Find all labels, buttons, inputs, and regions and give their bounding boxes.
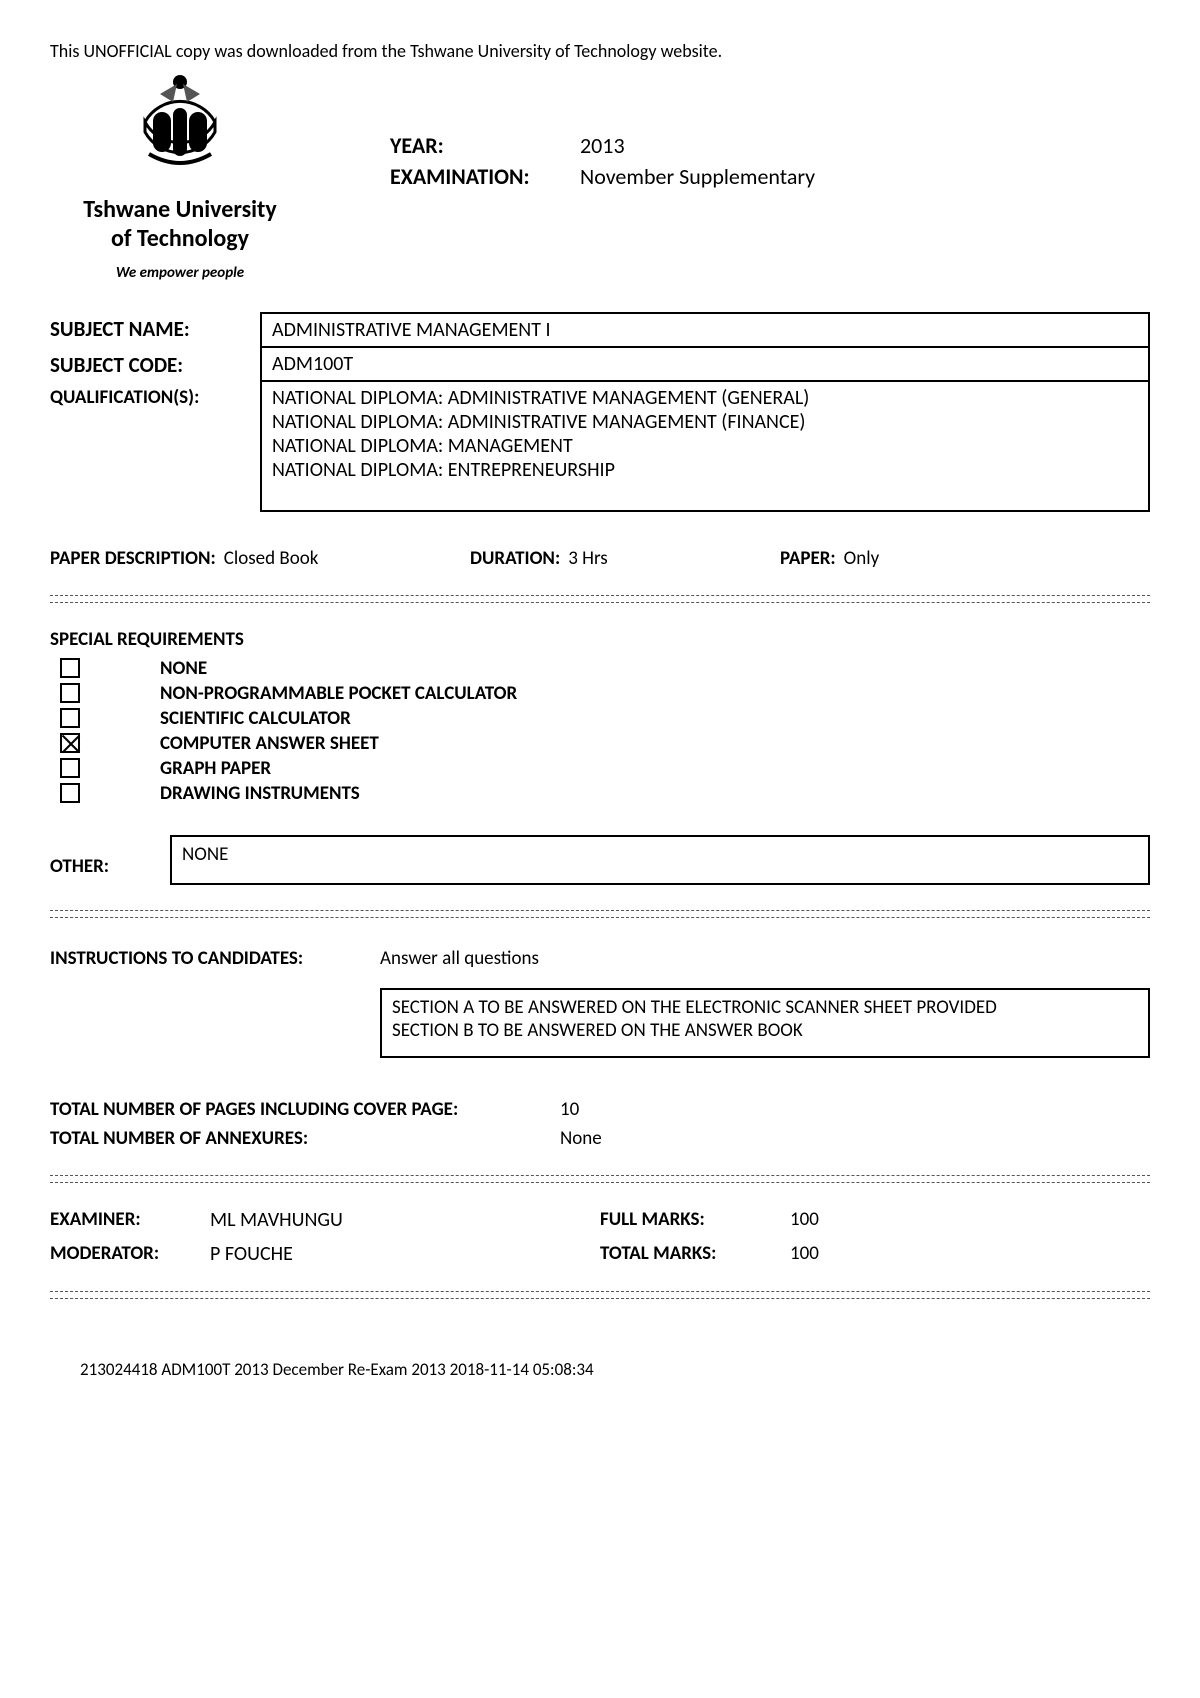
examination-value: November Supplementary bbox=[580, 163, 815, 190]
full-marks-label: FULL MARKS: bbox=[600, 1208, 790, 1232]
requirement-label: SCIENTIFIC CALCULATOR bbox=[160, 707, 351, 730]
requirement-label: DRAWING INSTRUMENTS bbox=[160, 782, 360, 805]
divider bbox=[50, 1175, 1150, 1183]
moderator-value: P FOUCHE bbox=[210, 1242, 600, 1266]
total-annexures-label: TOTAL NUMBER OF ANNEXURES: bbox=[50, 1127, 560, 1150]
divider bbox=[50, 1291, 1150, 1299]
requirement-checkbox[interactable] bbox=[60, 683, 80, 703]
other-label: OTHER: bbox=[50, 835, 170, 885]
qualification-label: QUALIFICATION(S): bbox=[50, 382, 260, 512]
university-logo-icon bbox=[115, 72, 245, 182]
qualification-line: NATIONAL DIPLOMA: ADMINISTRATIVE MANAGEM… bbox=[272, 386, 1138, 410]
total-annexures-value: None bbox=[560, 1127, 602, 1150]
requirement-row: NONE bbox=[50, 657, 1150, 680]
requirement-label: GRAPH PAPER bbox=[160, 757, 271, 780]
duration-value: 3 Hrs bbox=[568, 547, 608, 570]
special-requirements-title: SPECIAL REQUIREMENTS bbox=[50, 628, 1150, 651]
requirement-checkbox[interactable] bbox=[60, 758, 80, 778]
requirement-label: NONE bbox=[160, 657, 207, 680]
qualification-value: NATIONAL DIPLOMA: ADMINISTRATIVE MANAGEM… bbox=[260, 382, 1150, 512]
unofficial-notice: This UNOFFICIAL copy was downloaded from… bbox=[50, 40, 1150, 62]
duration-label: DURATION: bbox=[470, 547, 560, 570]
requirement-row: NON-PROGRAMMABLE POCKET CALCULATOR bbox=[50, 682, 1150, 705]
year-label: YEAR: bbox=[390, 132, 580, 159]
university-name-line1: Tshwane University bbox=[50, 196, 310, 225]
examiner-label: EXAMINER: bbox=[50, 1208, 210, 1232]
signoff-block: EXAMINER: ML MAVHUNGU FULL MARKS: 100 MO… bbox=[50, 1208, 1150, 1266]
full-marks-value: 100 bbox=[790, 1208, 819, 1232]
paper-label: PAPER: bbox=[780, 547, 836, 570]
requirement-row: GRAPH PAPER bbox=[50, 757, 1150, 780]
other-row: OTHER: NONE bbox=[50, 835, 1150, 885]
instructions-line1: Answer all questions bbox=[380, 943, 539, 970]
requirement-row: COMPUTER ANSWER SHEET bbox=[50, 732, 1150, 755]
special-requirements: SPECIAL REQUIREMENTS NONENON-PROGRAMMABL… bbox=[50, 628, 1150, 805]
header-row: Tshwane University of Technology We empo… bbox=[50, 72, 1150, 282]
moderator-label: MODERATOR: bbox=[50, 1242, 210, 1266]
divider bbox=[50, 595, 1150, 603]
logo-column: Tshwane University of Technology We empo… bbox=[50, 72, 310, 282]
instructions-block: INSTRUCTIONS TO CANDIDATES: Answer all q… bbox=[50, 943, 1150, 1058]
year-column: YEAR: 2013 EXAMINATION: November Supplem… bbox=[390, 72, 815, 282]
paper-value: Only bbox=[844, 547, 880, 570]
university-tagline: We empower people bbox=[50, 264, 310, 282]
requirement-checkbox[interactable] bbox=[60, 733, 80, 753]
requirement-label: NON-PROGRAMMABLE POCKET CALCULATOR bbox=[160, 682, 517, 705]
examination-label: EXAMINATION: bbox=[390, 163, 580, 190]
subject-name-value: ADMINISTRATIVE MANAGEMENT I bbox=[260, 312, 1150, 348]
instructions-box-line2: SECTION B TO BE ANSWERED ON THE ANSWER B… bbox=[392, 1019, 1138, 1042]
requirement-row: DRAWING INSTRUMENTS bbox=[50, 782, 1150, 805]
total-pages-value: 10 bbox=[560, 1098, 579, 1121]
qualification-line: NATIONAL DIPLOMA: ADMINISTRATIVE MANAGEM… bbox=[272, 410, 1138, 434]
requirement-label: COMPUTER ANSWER SHEET bbox=[160, 732, 379, 755]
instructions-label: INSTRUCTIONS TO CANDIDATES: bbox=[50, 943, 380, 970]
total-marks-label: TOTAL MARKS: bbox=[600, 1242, 790, 1266]
requirement-checkbox[interactable] bbox=[60, 658, 80, 678]
divider bbox=[50, 910, 1150, 918]
year-value: 2013 bbox=[580, 132, 625, 159]
total-pages-label: TOTAL NUMBER OF PAGES INCLUDING COVER PA… bbox=[50, 1098, 560, 1121]
subject-code-label: SUBJECT CODE: bbox=[50, 348, 260, 382]
other-value: NONE bbox=[170, 835, 1150, 885]
paper-row: PAPER DESCRIPTION: Closed Book DURATION:… bbox=[50, 547, 1150, 570]
instructions-box: SECTION A TO BE ANSWERED ON THE ELECTRON… bbox=[380, 988, 1150, 1058]
subject-name-label: SUBJECT NAME: bbox=[50, 312, 260, 348]
requirement-checkbox[interactable] bbox=[60, 708, 80, 728]
total-marks-value: 100 bbox=[790, 1242, 819, 1266]
examiner-value: ML MAVHUNGU bbox=[210, 1208, 600, 1232]
requirement-row: SCIENTIFIC CALCULATOR bbox=[50, 707, 1150, 730]
qualification-line: NATIONAL DIPLOMA: ENTREPRENEURSHIP bbox=[272, 458, 1138, 482]
qualification-line: NATIONAL DIPLOMA: MANAGEMENT bbox=[272, 434, 1138, 458]
footer-text: 213024418 ADM100T 2013 December Re-Exam … bbox=[50, 1359, 1150, 1380]
totals-block: TOTAL NUMBER OF PAGES INCLUDING COVER PA… bbox=[50, 1098, 1150, 1150]
requirement-checkbox[interactable] bbox=[60, 783, 80, 803]
subject-block: SUBJECT NAME: ADMINISTRATIVE MANAGEMENT … bbox=[50, 312, 1150, 512]
subject-code-value: ADM100T bbox=[260, 348, 1150, 382]
paper-description-value: Closed Book bbox=[224, 547, 319, 570]
paper-description-label: PAPER DESCRIPTION: bbox=[50, 547, 216, 570]
instructions-box-line1: SECTION A TO BE ANSWERED ON THE ELECTRON… bbox=[392, 996, 1138, 1019]
university-name-line2: of Technology bbox=[50, 225, 310, 254]
